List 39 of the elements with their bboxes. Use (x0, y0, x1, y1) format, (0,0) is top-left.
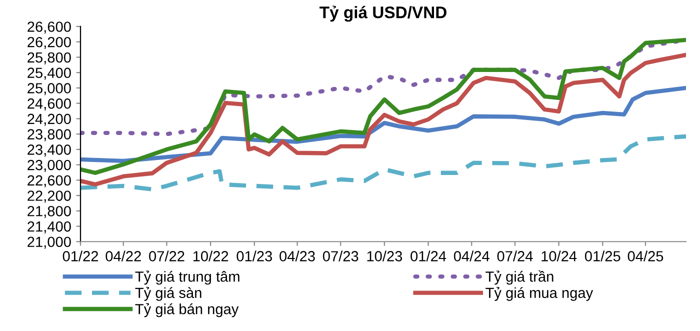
legend-label: Tỷ giá trung tâm (135, 270, 240, 285)
line-series (80, 38, 686, 175)
x-tick-label: 07/22 (149, 250, 184, 262)
y-tick-label: 22,200 (28, 190, 71, 203)
y-tick-label: 24,200 (28, 114, 71, 126)
y-tick-label: 21,800 (28, 206, 71, 218)
y-tick-label: 25,800 (28, 52, 71, 64)
y-tick-label: 26,600 (28, 22, 71, 34)
x-tick-label: 01/22 (62, 250, 98, 262)
line-series (80, 86, 686, 164)
x-tick-label: 10/22 (193, 250, 228, 262)
y-tick-label: 23,000 (28, 160, 71, 172)
y-tick-label: 25,400 (28, 68, 71, 80)
x-tick-label: 04/25 (628, 250, 664, 262)
x-tick-label: 01/24 (410, 250, 446, 262)
legend-label: Tỷ giá bán ngay (135, 303, 239, 318)
x-tick-label: 01/25 (584, 250, 620, 262)
x-tick-label: 10/23 (367, 250, 402, 262)
line-series (80, 52, 686, 186)
y-tick-label: 21,400 (28, 221, 71, 234)
legend-label: Tỷ giá trần (486, 270, 554, 285)
y-tick-label: 23,800 (28, 129, 71, 142)
x-tick-label: 07/24 (497, 250, 533, 262)
x-tick-label: 04/24 (454, 250, 490, 262)
legend-label: Tỷ giá mua ngay (486, 286, 594, 301)
x-tick-label: 07/23 (322, 250, 358, 262)
x-tick-label: 10/24 (542, 250, 577, 262)
x-tick-label: 04/22 (106, 250, 141, 262)
y-tick-label: 25,000 (28, 83, 71, 96)
x-tick-label: 01/23 (236, 250, 272, 262)
y-tick-label: 21,000 (28, 236, 71, 249)
line-series (80, 134, 686, 192)
y-tick-label: 22,600 (28, 175, 71, 188)
y-tick-label: 23,400 (28, 144, 71, 157)
legend-label: Tỷ giá sàn (135, 286, 202, 301)
y-tick-label: 24,600 (28, 98, 71, 110)
chart-title: Tỷ giá USD/VND (320, 6, 446, 22)
x-tick-label: 04/23 (280, 250, 315, 262)
y-tick-label: 26,200 (28, 36, 71, 49)
